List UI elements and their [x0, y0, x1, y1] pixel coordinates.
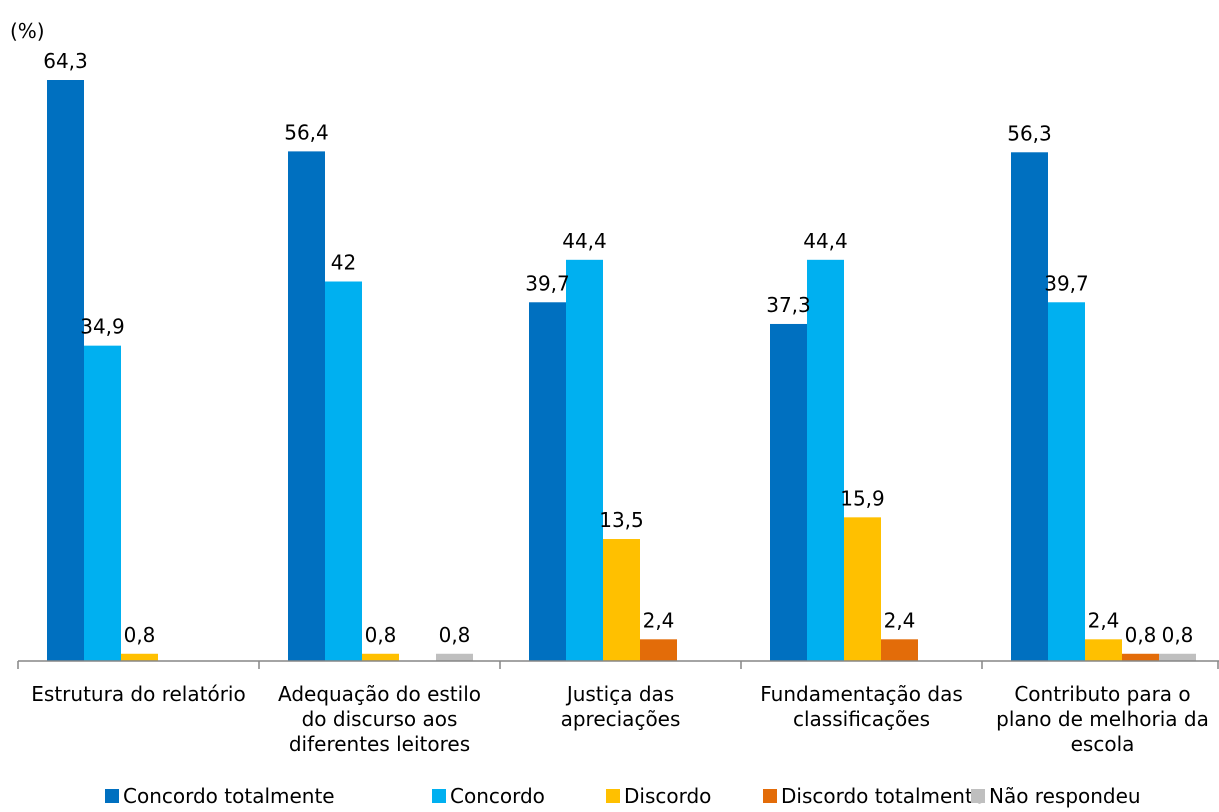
- value-label-2-5: 0,8: [439, 623, 471, 647]
- bar-5-1: [1011, 152, 1048, 661]
- category-label-3-line-2: apreciações: [561, 707, 681, 731]
- category-label-4-line-1: Fundamentação das: [760, 682, 963, 706]
- category-label-5-line-3: escola: [1071, 732, 1135, 756]
- category-label-3-line-1: Justiça das: [565, 682, 674, 706]
- value-label-3-2: 44,4: [562, 229, 607, 253]
- value-label-2-3: 0,8: [365, 623, 397, 647]
- legend-label-4: Discordo totalmente: [781, 784, 985, 808]
- legend-swatch-3: [606, 789, 620, 803]
- legend-swatch-4: [763, 789, 777, 803]
- bar-4-2: [807, 259, 844, 661]
- value-label-1-1: 64,3: [43, 49, 88, 73]
- bar-2-3: [362, 653, 399, 661]
- value-label-3-4: 2,4: [643, 608, 675, 632]
- value-label-1-2: 34,9: [80, 315, 125, 339]
- bar-1-2: [84, 345, 121, 661]
- bar-4-1: [770, 323, 807, 661]
- value-label-2-2: 42: [331, 250, 356, 274]
- bars-group: [47, 80, 1196, 662]
- category-label-1-line-1: Estrutura do relatório: [31, 682, 245, 706]
- legend-swatch-5: [971, 789, 985, 803]
- bar-1-3: [121, 653, 158, 661]
- category-label-2-line-3: diferentes leitores: [289, 732, 470, 756]
- value-label-4-4: 2,4: [884, 608, 916, 632]
- bar-4-3: [844, 517, 881, 661]
- legend-label-3: Discordo: [624, 784, 711, 808]
- bar-5-2: [1048, 302, 1085, 661]
- legend-label-1: Concordo totalmente: [123, 784, 335, 808]
- y-axis-unit-label: (%): [10, 19, 45, 43]
- value-label-1-3: 0,8: [124, 623, 156, 647]
- category-label-4-line-2: classificações: [793, 707, 930, 731]
- bar-3-2: [566, 259, 603, 661]
- category-label-2-line-2: do discurso aos: [302, 707, 458, 731]
- value-label-5-3: 2,4: [1088, 608, 1120, 632]
- bar-3-1: [529, 302, 566, 661]
- value-label-5-1: 56,3: [1007, 121, 1052, 145]
- bar-3-3: [603, 539, 640, 661]
- legend-label-2: Concordo: [450, 784, 545, 808]
- value-label-4-1: 37,3: [766, 293, 811, 317]
- bar-2-5: [436, 653, 473, 661]
- value-label-2-1: 56,4: [284, 120, 329, 144]
- value-label-3-3: 13,5: [599, 508, 644, 532]
- category-label-5-line-2: plano de melhoria da: [996, 707, 1209, 731]
- bar-2-1: [288, 151, 325, 662]
- bar-5-3: [1085, 639, 1122, 661]
- bar-5-4: [1122, 653, 1159, 661]
- value-label-5-4: 0,8: [1125, 623, 1157, 647]
- x-axis-ticks: [17, 661, 1219, 669]
- legend: Concordo totalmente Concordo Discordo Disco…: [105, 784, 1141, 808]
- category-label-2-line-1: Adequação do estilo: [278, 682, 481, 706]
- value-label-3-1: 39,7: [525, 271, 570, 295]
- value-label-4-3: 15,9: [840, 486, 885, 510]
- bar-5-5: [1159, 653, 1196, 661]
- category-labels-group: Estrutura do relatório Adequação do estil…: [31, 682, 1209, 756]
- category-label-5-line-1: Contributo para o: [1014, 682, 1190, 706]
- legend-label-5: Não respondeu: [989, 784, 1141, 808]
- bar-2-2: [325, 281, 362, 661]
- value-label-5-5: 0,8: [1162, 623, 1194, 647]
- value-label-4-2: 44,4: [803, 229, 848, 253]
- legend-swatch-2: [432, 789, 446, 803]
- bar-3-4: [640, 639, 677, 661]
- bar-1-1: [47, 80, 84, 661]
- bar-4-4: [881, 639, 918, 661]
- value-label-5-2: 39,7: [1044, 271, 1089, 295]
- legend-swatch-1: [105, 789, 119, 803]
